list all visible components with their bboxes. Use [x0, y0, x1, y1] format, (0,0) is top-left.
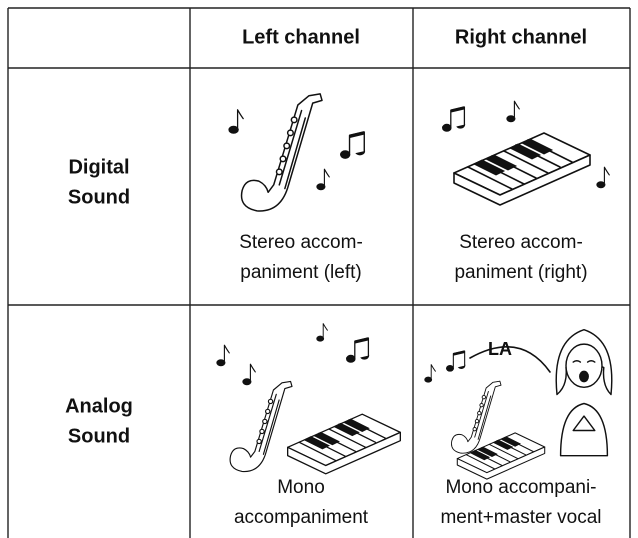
- row-label: Digital: [68, 156, 129, 178]
- caption: ment+master vocal: [440, 507, 601, 528]
- caption: Mono: [277, 477, 325, 498]
- row-label: Sound: [68, 425, 130, 447]
- header-cell: Left channel: [242, 26, 360, 48]
- caption: paniment (right): [454, 262, 587, 283]
- row-label: Analog: [65, 395, 133, 417]
- header-cell: Right channel: [455, 26, 587, 48]
- caption: Stereo accom-: [239, 232, 363, 253]
- illustration-text: LA: [488, 339, 512, 359]
- illustration: LA: [216, 322, 613, 480]
- caption: paniment (left): [240, 262, 361, 283]
- caption: accompaniment: [234, 507, 369, 528]
- row-label: Sound: [68, 186, 130, 208]
- caption: Mono accompani-: [445, 477, 596, 498]
- caption: Stereo accom-: [459, 232, 583, 253]
- illustration: [228, 92, 610, 212]
